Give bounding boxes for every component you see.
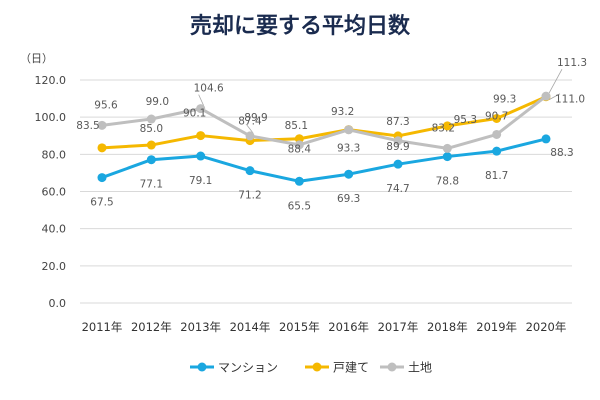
data-label: 104.6 xyxy=(194,83,224,95)
y-tick-label: 0.0 xyxy=(49,297,67,310)
x-tick-label: 2011年 xyxy=(82,320,123,334)
leader-line xyxy=(548,93,561,101)
legend-swatch-marker xyxy=(312,362,322,372)
data-point xyxy=(541,91,551,101)
data-point xyxy=(492,129,502,139)
data-point xyxy=(196,131,206,141)
data-point xyxy=(97,120,107,130)
data-label: 99.0 xyxy=(146,96,169,108)
data-point xyxy=(492,146,502,156)
data-point xyxy=(442,121,452,131)
x-tick-label: 2020年 xyxy=(526,320,567,334)
data-label: 111.0 xyxy=(555,94,585,106)
x-tick-label: 2017年 xyxy=(378,320,419,334)
data-label: 93.3 xyxy=(337,143,360,155)
data-point xyxy=(294,140,304,150)
data-point xyxy=(442,152,452,162)
y-tick-label: 40.0 xyxy=(42,223,67,236)
data-point xyxy=(97,173,107,183)
legend-label: 土地 xyxy=(408,361,432,375)
data-label: 89.9 xyxy=(386,141,409,153)
data-point xyxy=(344,125,354,135)
series-lines xyxy=(97,91,551,186)
y-axis-unit: （日） xyxy=(20,52,53,65)
data-label: 71.2 xyxy=(238,190,261,202)
x-tick-label: 2016年 xyxy=(328,320,369,334)
y-tick-label: 100.0 xyxy=(35,111,67,124)
data-label: 83.2 xyxy=(432,122,455,134)
data-point xyxy=(146,114,156,124)
y-tick-label: 80.0 xyxy=(42,148,67,161)
leader-line xyxy=(548,68,563,94)
x-tick-label: 2018年 xyxy=(427,320,468,334)
x-axis-ticks: 2011年 2012年 2013年 2014年 2015年 2016年 2017年 2018年… xyxy=(82,320,567,334)
y-tick-label: 20.0 xyxy=(42,260,67,273)
data-label: 90.1 xyxy=(183,108,206,120)
x-tick-label: 2013年 xyxy=(180,320,221,334)
data-point xyxy=(393,159,403,169)
data-point xyxy=(146,140,156,150)
data-labels: 67.5 77.1 79.1 71.2 65.5 69.3 74.7 78.8 81.7 88.3… xyxy=(76,57,587,212)
data-point xyxy=(245,166,255,176)
data-label: 85.1 xyxy=(285,120,308,132)
data-point xyxy=(393,136,403,146)
x-tick-label: 2019年 xyxy=(476,320,517,334)
legend-swatch-marker xyxy=(387,362,397,372)
legend: マンション 戸建て 土地 xyxy=(190,361,432,375)
data-label: 69.3 xyxy=(337,193,360,205)
leader-line xyxy=(198,94,205,106)
data-label: 111.3 xyxy=(557,57,587,69)
legend-swatch-marker xyxy=(197,362,207,372)
data-point xyxy=(196,151,206,161)
leader-line xyxy=(245,123,254,134)
data-label: 89.9 xyxy=(244,112,267,124)
data-label: 99.3 xyxy=(493,93,516,105)
y-tick-label: 60.0 xyxy=(42,186,67,199)
data-label: 87.4 xyxy=(238,116,262,128)
series-line xyxy=(101,95,547,150)
data-point xyxy=(541,134,551,144)
data-label: 88.4 xyxy=(288,144,312,156)
data-label: 81.7 xyxy=(485,170,508,182)
data-point xyxy=(196,104,206,114)
data-label: 79.1 xyxy=(189,175,212,187)
data-label: 93.2 xyxy=(331,106,354,118)
x-tick-label: 2012年 xyxy=(131,320,172,334)
data-label: 88.3 xyxy=(550,147,573,159)
data-label: 74.7 xyxy=(386,183,409,195)
data-label: 85.0 xyxy=(140,123,163,135)
legend-label: 戸建て xyxy=(333,361,369,375)
chart-title: 売却に要する平均日数 xyxy=(190,13,411,39)
y-tick-label: 120.0 xyxy=(35,74,67,87)
data-label: 77.1 xyxy=(140,179,163,191)
data-label: 78.8 xyxy=(436,176,459,188)
data-point xyxy=(492,113,502,123)
data-label: 67.5 xyxy=(90,197,113,209)
data-point xyxy=(294,176,304,186)
data-point xyxy=(97,143,107,153)
data-point xyxy=(245,131,255,141)
data-point xyxy=(442,143,452,153)
x-tick-label: 2014年 xyxy=(230,320,271,334)
series-line xyxy=(101,94,547,150)
x-tick-label: 2015年 xyxy=(279,320,320,334)
data-label: 95.6 xyxy=(94,99,118,111)
data-label: 83.5 xyxy=(76,120,99,132)
data-label: 65.5 xyxy=(288,200,311,212)
legend-label: マンション xyxy=(218,361,278,375)
data-point xyxy=(146,155,156,165)
data-label: 95.3 xyxy=(454,114,477,126)
data-point xyxy=(344,169,354,179)
data-label: 87.3 xyxy=(386,116,409,128)
series-line xyxy=(101,137,547,183)
label-leader-lines xyxy=(198,68,563,134)
data-label: 90.7 xyxy=(485,110,508,122)
y-axis-ticks: 0.0 20.0 40.0 60.0 80.0 100.0 120.0 xyxy=(35,74,67,310)
